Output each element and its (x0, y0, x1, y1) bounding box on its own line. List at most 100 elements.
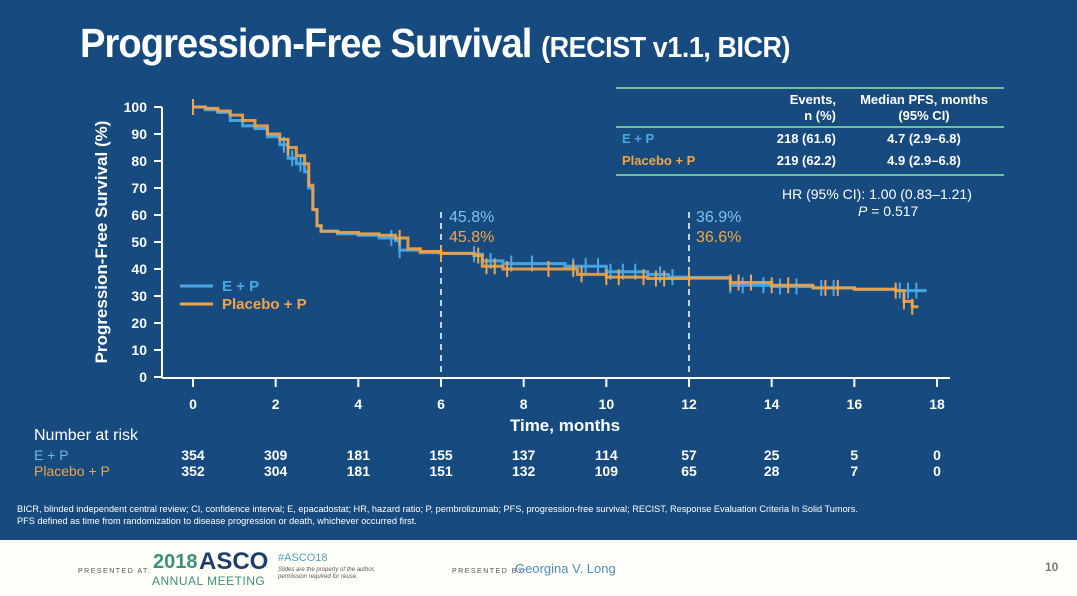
disclaimer: Slides are the property of the author, pe… (278, 567, 375, 581)
x-tick-label: 12 (681, 396, 697, 412)
presented-by-label: PRESENTED BY: (452, 568, 528, 575)
number-at-risk-title: Number at risk (34, 427, 139, 444)
y-tick-label: 20 (131, 315, 147, 331)
risk-value-placebo: 7 (850, 463, 859, 479)
header-events-line1: Events, (789, 92, 836, 107)
header-median-line2: (95% CI) (898, 108, 950, 123)
p-label: P (858, 203, 868, 219)
presented-at-label: PRESENTED AT: (78, 568, 152, 575)
risk-value-ep: 155 (429, 447, 453, 463)
y-tick-label: 10 (131, 342, 147, 358)
chart-axes: 0 10 20 30 40 50 60 70 80 90 100 0 2 4 6 8 10 12 14 16 18 (124, 99, 950, 412)
row-events-placebo: 219 (62.2) (776, 153, 836, 168)
risk-value-ep: 25 (763, 447, 780, 463)
y-axis-label: Progression-Free Survival (%) (92, 121, 111, 364)
x-tick-label: 8 (520, 396, 528, 412)
hazard-ratio: HR (95% CI): 1.00 (0.83–1.21) (782, 186, 972, 202)
row-arm-placebo: Placebo + P (622, 153, 696, 168)
legend-label-placebo: Placebo + P (222, 296, 307, 313)
hashtag: #ASCO18 (278, 552, 328, 564)
chart-legend: E + P Placebo + P (180, 278, 307, 313)
risk-value-ep: 309 (263, 447, 288, 463)
title-main: Progression-Free Survival (80, 20, 532, 66)
row-arm-ep: E + P (622, 131, 655, 146)
footnote: BICR, blinded independent central review… (17, 503, 858, 527)
footnote-abbreviations: BICR, blinded independent central review… (17, 504, 858, 514)
x-tick-label: 10 (599, 396, 615, 412)
slide-title: Progression-Free Survival (RECIST v1.1, … (80, 20, 791, 67)
row-events-ep: 218 (61.6) (776, 131, 836, 146)
risk-value-placebo: 352 (181, 463, 205, 479)
y-tick-label: 40 (131, 261, 147, 277)
table-header: Events, n (%) Median PFS, months (95% CI) (616, 89, 1004, 126)
axis-labels: Progression-Free Survival (%) Time, mont… (92, 121, 620, 435)
reference-lines (440, 212, 690, 377)
survival-curves (192, 99, 927, 315)
x-tick-label: 2 (272, 396, 280, 412)
disclaimer-line1: Slides are the property of the author, (278, 567, 376, 573)
risk-value-placebo: 132 (511, 463, 536, 479)
risk-value-placebo: 151 (429, 463, 453, 479)
risk-label-placebo: Placebo + P (34, 463, 110, 479)
landmark-annotations: 45.8% 45.8% 36.9% 36.6% (449, 209, 741, 246)
risk-label-ep: E + P (34, 447, 69, 463)
y-tick-label: 50 (131, 234, 147, 250)
y-tick-label: 30 (131, 288, 147, 304)
header-events-line2: n (%) (804, 108, 836, 123)
legend-label-ep: E + P (222, 278, 259, 295)
x-tick-label: 0 (189, 396, 197, 412)
risk-value-ep: 0 (933, 447, 941, 463)
asco-logo: ASCO (199, 548, 269, 575)
x-tick-label: 4 (354, 396, 362, 412)
risk-value-ep: 57 (681, 447, 697, 463)
summary-table: Events, n (%) Median PFS, months (95% CI) … (616, 87, 1004, 176)
risk-value-ep: 5 (850, 447, 859, 463)
y-tick-label: 80 (131, 153, 147, 169)
asco-meeting: ANNUAL MEETING (152, 574, 266, 588)
risk-value-placebo: 28 (763, 463, 780, 479)
p-value: P = 0.517 (858, 203, 918, 219)
page-number: 10 (1045, 560, 1059, 574)
risk-value-placebo: 109 (594, 463, 618, 479)
annot-12mo-placebo: 36.6% (696, 229, 741, 246)
risk-value-ep: 137 (511, 447, 536, 463)
disclaimer-line2: permission required for reuse. (278, 574, 358, 580)
title-sub: (RECIST v1.1, BICR) (541, 32, 791, 64)
x-tick-label: 6 (437, 396, 445, 412)
row-median-placebo: 4.9 (2.9–6.8) (887, 153, 961, 168)
table-rule-top (616, 87, 1004, 89)
x-tick-label: 16 (847, 396, 863, 412)
risk-value-ep: 114 (595, 447, 618, 463)
y-tick-label: 90 (131, 126, 147, 142)
y-tick-label: 70 (131, 180, 147, 196)
km-chart: 0 10 20 30 40 50 60 70 80 90 100 0 2 4 6 8 10 12 14 16 18 Pr… (92, 99, 950, 435)
annot-6mo-ep: 45.8% (449, 209, 494, 226)
risk-value-placebo: 181 (346, 463, 370, 479)
footnote-definition: PFS defined as time from randomization t… (17, 516, 417, 526)
risk-value-placebo: 304 (263, 463, 288, 479)
header-median-line1: Median PFS, months (860, 92, 988, 107)
x-tick-label: 14 (764, 396, 780, 412)
asco-year: 2018 (153, 551, 198, 573)
table-row: Placebo + P 219 (62.2) 4.9 (2.9–6.8) (616, 150, 1004, 174)
table-row: E + P 218 (61.6) 4.7 (2.9–6.8) (616, 128, 1004, 150)
annot-12mo-ep: 36.9% (696, 209, 741, 226)
table-rule-bottom (616, 174, 1004, 176)
x-axis-label: Time, months (510, 416, 620, 435)
curve-placebo (193, 105, 919, 309)
y-tick-label: 0 (139, 369, 147, 385)
presenter-name: Georgina V. Long (515, 561, 616, 576)
risk-value-ep: 181 (346, 447, 370, 463)
p-value-number: = 0.517 (867, 203, 919, 219)
y-tick-label: 100 (124, 99, 148, 115)
risk-value-placebo: 65 (681, 463, 697, 479)
slide-footer (0, 540, 1077, 596)
table-rule-mid (616, 126, 1004, 128)
risk-value-placebo: 0 (933, 463, 941, 479)
header-events: Events, n (%) (736, 92, 836, 124)
header-median: Median PFS, months (95% CI) (844, 92, 1004, 124)
x-tick-label: 18 (929, 396, 945, 412)
row-median-ep: 4.7 (2.9–6.8) (887, 131, 961, 146)
y-tick-label: 60 (131, 207, 147, 223)
annot-6mo-placebo: 45.8% (449, 229, 494, 246)
